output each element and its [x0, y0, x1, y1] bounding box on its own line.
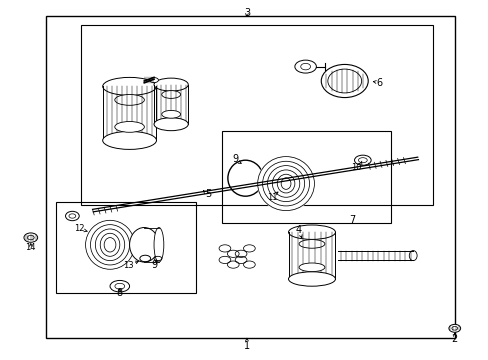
- Text: 9: 9: [232, 154, 238, 164]
- Ellipse shape: [102, 131, 156, 149]
- Ellipse shape: [288, 272, 335, 286]
- Text: 12: 12: [74, 224, 85, 233]
- Text: 7: 7: [348, 215, 354, 225]
- Ellipse shape: [408, 251, 416, 261]
- Ellipse shape: [102, 77, 156, 95]
- Ellipse shape: [162, 91, 180, 98]
- Ellipse shape: [115, 95, 144, 105]
- Ellipse shape: [299, 263, 324, 272]
- Text: 11: 11: [266, 193, 277, 202]
- Ellipse shape: [288, 225, 335, 239]
- Ellipse shape: [129, 228, 159, 262]
- Ellipse shape: [154, 118, 188, 131]
- Ellipse shape: [162, 111, 180, 118]
- Text: 1: 1: [244, 341, 249, 351]
- Text: 14: 14: [25, 243, 36, 252]
- Text: 2: 2: [451, 334, 457, 344]
- Ellipse shape: [256, 156, 315, 211]
- Ellipse shape: [24, 233, 38, 242]
- Text: 5: 5: [204, 189, 210, 199]
- Ellipse shape: [299, 240, 324, 248]
- Ellipse shape: [321, 64, 367, 98]
- Text: 4: 4: [295, 225, 301, 235]
- Ellipse shape: [294, 60, 316, 73]
- Bar: [222, 131, 390, 223]
- Text: 6: 6: [376, 78, 382, 88]
- Ellipse shape: [448, 324, 460, 332]
- Text: 8: 8: [117, 288, 122, 298]
- Ellipse shape: [354, 155, 370, 165]
- Ellipse shape: [154, 228, 163, 262]
- Ellipse shape: [110, 280, 129, 292]
- Ellipse shape: [149, 78, 158, 83]
- Text: 3: 3: [244, 8, 249, 18]
- Ellipse shape: [115, 122, 144, 132]
- Ellipse shape: [84, 220, 135, 270]
- Text: 9: 9: [151, 260, 157, 270]
- Bar: [81, 25, 432, 205]
- Text: 13: 13: [122, 261, 133, 270]
- Text: 10: 10: [350, 163, 361, 172]
- Bar: [46, 16, 454, 338]
- Ellipse shape: [154, 78, 188, 91]
